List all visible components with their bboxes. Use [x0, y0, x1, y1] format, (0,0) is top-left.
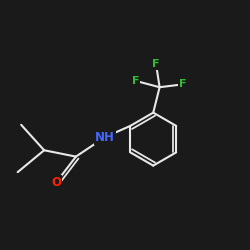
- Text: F: F: [132, 76, 139, 86]
- Text: F: F: [152, 59, 160, 69]
- Text: O: O: [52, 176, 62, 188]
- Text: NH: NH: [95, 131, 115, 144]
- Text: F: F: [179, 80, 186, 90]
